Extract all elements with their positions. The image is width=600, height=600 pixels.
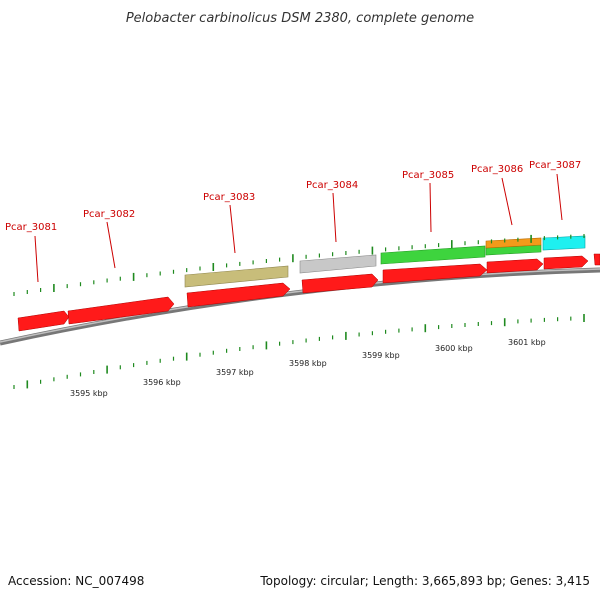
genome-backbone — [0, 267, 600, 346]
label-pcar-3087[interactable]: Pcar_3087 — [529, 160, 581, 171]
label-line-3 — [332, 192, 337, 243]
gene-partial-right[interactable] — [593, 253, 600, 266]
kbp-labels: 3595 kbp 3596 kbp 3597 kbp 3598 kbp 3599… — [70, 338, 546, 398]
feature-box-cyan[interactable] — [542, 235, 586, 251]
kbp-label-3596: 3596 kbp — [143, 378, 181, 387]
label-line-6 — [556, 173, 563, 221]
gene-pcar-3081[interactable] — [17, 310, 70, 332]
label-pcar-3081[interactable]: Pcar_3081 — [5, 222, 57, 233]
accession-text: Accession: NC_007498 — [8, 574, 144, 588]
gene-label-lines — [34, 173, 563, 283]
label-pcar-3085[interactable]: Pcar_3085 — [402, 170, 454, 181]
label-pcar-3082[interactable]: Pcar_3082 — [83, 209, 135, 220]
gene-pcar-3084[interactable] — [301, 273, 379, 294]
genome-backbone-highlight — [0, 268, 600, 343]
feature-box-tan[interactable] — [184, 265, 289, 288]
label-pcar-3086[interactable]: Pcar_3086 — [471, 164, 523, 175]
map-title: Pelobacter carbinolicus DSM 2380, comple… — [126, 11, 474, 26]
lower-tick-row — [13, 314, 585, 389]
kbp-label-3598: 3598 kbp — [289, 359, 327, 368]
kbp-label-3597: 3597 kbp — [216, 368, 254, 377]
gene-labels: Pcar_3081 Pcar_3082 Pcar_3083 Pcar_3084 … — [5, 160, 581, 233]
label-line-5 — [501, 177, 513, 226]
feature-boxes — [184, 235, 586, 288]
feature-box-orange[interactable] — [485, 237, 542, 249]
gene-pcar-3082[interactable] — [67, 296, 175, 325]
label-line-1 — [106, 221, 116, 269]
label-line-0 — [34, 235, 39, 283]
label-line-2 — [229, 204, 236, 254]
gene-pcar-3085[interactable] — [382, 263, 488, 284]
feature-box-gray[interactable] — [299, 254, 377, 274]
gene-pcar-3083[interactable] — [186, 282, 291, 308]
label-line-4 — [429, 182, 432, 233]
kbp-label-3599: 3599 kbp — [362, 351, 400, 360]
genome-summary-text: Topology: circular; Length: 3,665,893 bp… — [259, 574, 590, 588]
feature-box-green[interactable] — [380, 245, 486, 265]
upper-tick-row — [13, 234, 585, 296]
forward-genes — [17, 253, 600, 332]
gene-pcar-3086[interactable] — [486, 258, 544, 274]
gene-pcar-3087[interactable] — [543, 255, 589, 270]
kbp-label-3601: 3601 kbp — [508, 338, 546, 347]
kbp-label-3595: 3595 kbp — [70, 389, 108, 398]
label-pcar-3084[interactable]: Pcar_3084 — [306, 180, 358, 191]
kbp-label-3600: 3600 kbp — [435, 344, 473, 353]
label-pcar-3083[interactable]: Pcar_3083 — [203, 192, 255, 203]
